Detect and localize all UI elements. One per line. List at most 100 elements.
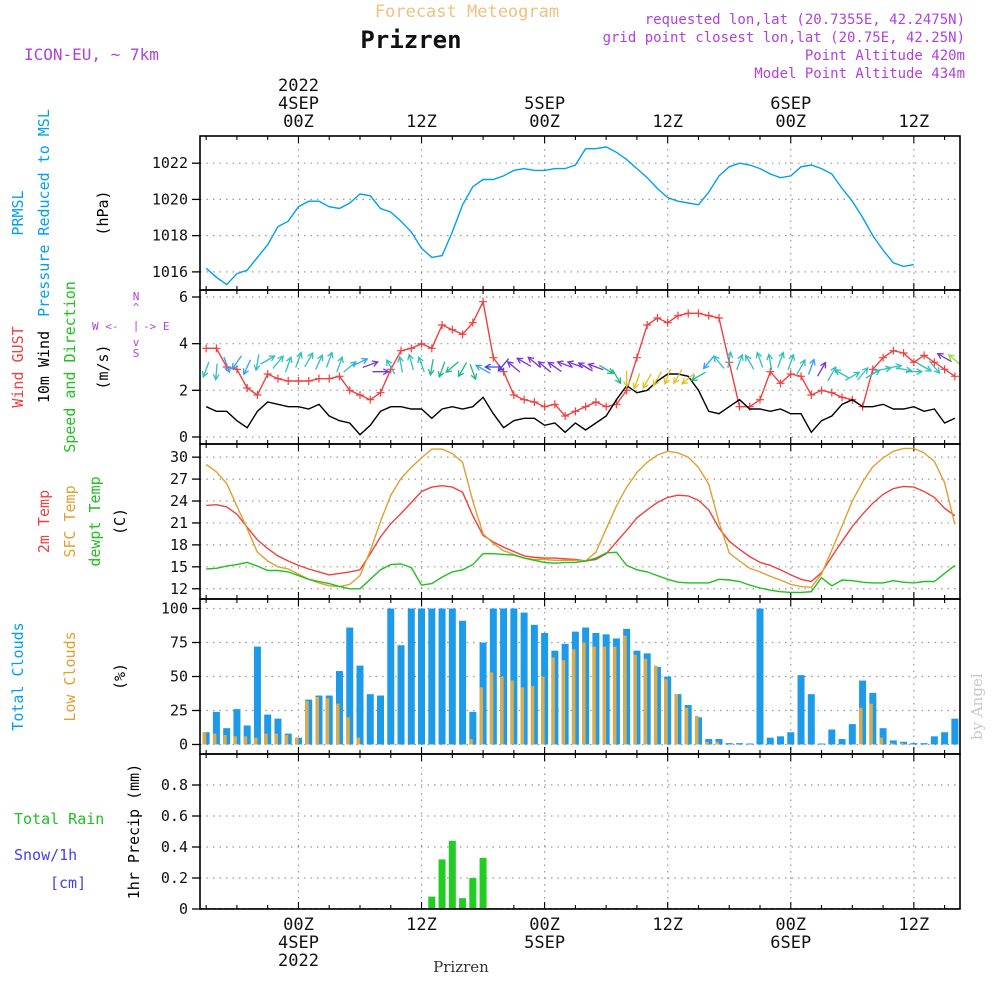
data-precip (200, 840, 960, 909)
wind-arrow-head (778, 351, 785, 359)
compass-w: W <- (92, 320, 119, 333)
gust-marker (397, 346, 406, 355)
wind-arrow-shaft (398, 356, 404, 373)
wind-arrow-shaft (538, 361, 552, 373)
bar-low-clouds (294, 737, 299, 745)
wind-arrow-shaft (673, 369, 683, 384)
wind-arrow (386, 358, 396, 375)
wind-arrow-shaft (845, 371, 860, 381)
wind-arrow-head (745, 354, 752, 362)
y-tick-label: 15 (170, 558, 188, 576)
wind-arrow-head (916, 368, 924, 376)
gust-marker (448, 325, 457, 334)
wind-arrow (766, 353, 774, 371)
wind-arrow-shaft (438, 361, 446, 378)
bar-total-clouds (920, 743, 928, 745)
top-title: Forecast Meteogram (375, 2, 559, 22)
series-2m-temp (206, 484, 956, 583)
time-label-top: 00Z (283, 112, 314, 132)
wind-arrow-head (537, 360, 545, 368)
bar-total-clouds (212, 711, 220, 745)
wind-arrow (755, 351, 764, 368)
time-label-top: 6SEP (770, 94, 811, 114)
wind-arrow-head (587, 362, 595, 370)
wind-arrow (547, 361, 562, 373)
gust-marker (807, 391, 816, 399)
wind-arrow (325, 351, 334, 368)
compass-bar: | (133, 319, 140, 332)
panel-frame (199, 443, 961, 600)
data-pressure (205, 146, 914, 286)
wind-arrow-shaft (362, 361, 378, 369)
wind-arrow-head (623, 381, 631, 389)
panel-label: Wind GUST (9, 326, 27, 407)
bar-total-clouds (274, 718, 282, 745)
panel-label: Total Clouds (9, 622, 27, 730)
bar-total-clouds (346, 627, 354, 745)
bar-low-clouds (233, 736, 237, 745)
bar-total-clouds (407, 608, 415, 745)
wind-arrow-head (407, 353, 414, 361)
gust-marker (550, 400, 559, 409)
gust-marker (827, 388, 836, 397)
wind-arrow (845, 371, 861, 381)
wind-arrow-head (445, 366, 453, 374)
wind-arrow (417, 355, 425, 373)
precip-legend-item: Snow/1h (14, 846, 77, 864)
wind-arrow-shaft (745, 355, 755, 370)
y-tick-label: 24 (170, 492, 188, 510)
y-tick-label: 1020 (152, 190, 188, 208)
wind-arrow-shaft (295, 352, 302, 368)
wind-arrow (673, 369, 683, 385)
bar-total-clouds (797, 675, 805, 745)
wind-arrow-head (947, 353, 955, 361)
wind-arrow (642, 373, 652, 390)
bar-low-clouds (284, 734, 289, 745)
wind-arrow-head (371, 360, 380, 367)
wind-arrow (445, 361, 459, 374)
wind-arrow-shaft (507, 361, 521, 373)
bar-low-clouds (592, 646, 596, 745)
series-10m-wind (205, 373, 956, 436)
bar-total-clouds (253, 646, 261, 745)
wind-arrow (745, 354, 755, 370)
bar-total-clouds (951, 718, 959, 745)
wind-arrow-shaft (916, 362, 932, 372)
gust-marker (356, 391, 364, 399)
panel-frame (199, 598, 961, 755)
wind-arrow-shaft (664, 368, 672, 385)
y-tick-label: 0 (179, 428, 188, 446)
bar-total-clouds (807, 694, 815, 745)
gust-marker (899, 349, 908, 357)
wind-arrow-shaft (885, 364, 902, 370)
wind-arrow-head (457, 370, 465, 378)
series-prmsl (205, 146, 914, 286)
wind-arrow-shaft (756, 352, 764, 368)
panel-frame (199, 135, 961, 291)
bar-precip (448, 840, 456, 909)
wind-arrow-head (853, 371, 861, 378)
wind-arrow-shaft (642, 373, 652, 389)
gust-marker (520, 395, 529, 404)
gust-marker (489, 353, 498, 362)
gust-marker (530, 398, 539, 406)
wind-arrow-head (833, 369, 842, 376)
wind-arrow-shaft (497, 358, 510, 372)
wind-arrow (652, 371, 662, 387)
wind-arrow-shaft (948, 354, 960, 366)
time-label-bottom: 2022 (278, 951, 319, 971)
bar-precip (428, 896, 436, 909)
bar-low-clouds (684, 707, 689, 745)
wind-arrow (796, 358, 806, 375)
wind-arrow-head (799, 358, 806, 367)
wind-arrow-shaft (343, 361, 357, 373)
y-tick-label: 0.4 (161, 838, 188, 856)
bar-total-clouds (264, 714, 272, 745)
bar-total-clouds (510, 608, 518, 745)
wind-arrow (362, 360, 380, 369)
wind-arrow (506, 360, 521, 373)
wind-arrow (242, 359, 252, 376)
wind-arrow-head (712, 355, 720, 363)
gust-marker (314, 374, 323, 383)
bar-low-clouds (551, 657, 555, 745)
